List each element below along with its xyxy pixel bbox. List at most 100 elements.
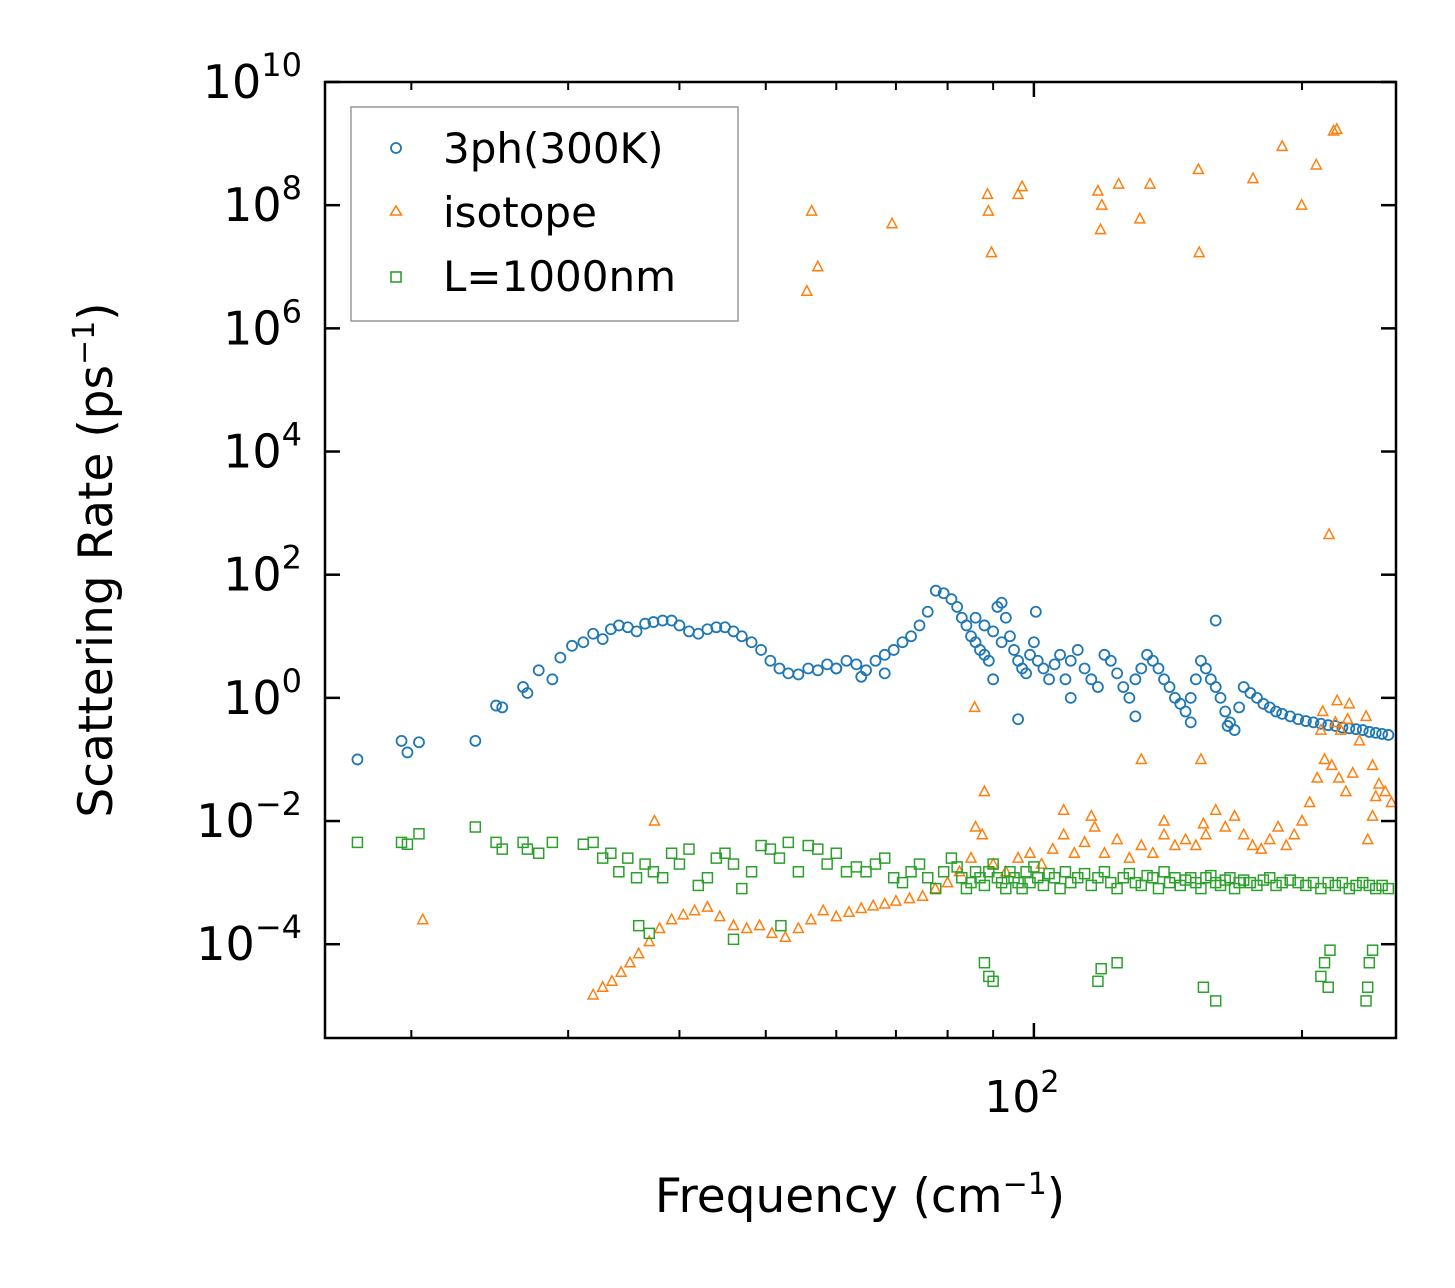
data-point [496,701,509,714]
data-point [878,667,891,680]
y-axis-title: Scattering Rate (ps−1) [67,302,124,817]
data-point [978,784,991,797]
data-point [639,858,651,870]
data-point [1168,838,1182,851]
data-point [1332,770,1346,783]
data-point [1004,866,1016,878]
data-point [840,654,853,667]
y-tick-label: 108 [223,169,302,232]
data-point [773,852,786,864]
data-point [855,901,868,914]
data-point [1363,957,1376,969]
data-point [1356,724,1369,736]
data-point [937,587,950,600]
data-point [613,866,625,878]
data-point [1123,867,1136,880]
data-point [995,636,1008,649]
data-point [1048,658,1061,671]
data-point [413,736,425,749]
data-point [656,614,669,627]
data-point [987,625,1000,638]
data-point [1295,813,1309,826]
data-point [1276,707,1289,720]
data-point [1310,770,1324,783]
data-point [586,987,600,1000]
data-point [554,651,567,664]
data-point [1158,673,1170,686]
data-point [1135,662,1148,675]
data-point [1078,835,1091,848]
data-point [1271,819,1285,832]
data-point [764,843,777,855]
data-point [713,909,727,922]
data-point [1146,846,1160,858]
data-point [727,858,740,870]
data-point [811,664,824,677]
plot-frame [323,80,1398,1040]
data-point [969,819,982,832]
data-point [1327,123,1340,136]
data-point [1059,673,1072,686]
data-point [1111,667,1124,680]
data-point [1255,842,1268,854]
data-point [1105,876,1117,889]
data-point [860,866,872,878]
legend-label-isotope: isotope [443,188,597,237]
data-point [653,921,666,934]
data-point [1011,187,1025,200]
data-point [878,852,891,864]
data-point [1152,662,1165,675]
data-point [982,654,995,667]
data-point [1157,813,1171,826]
data-point [987,858,999,870]
data-point [1322,876,1334,889]
data-point [1353,733,1366,746]
data-point [490,699,502,712]
data-point [736,882,748,895]
legend-label-l1000: L=1000nm [443,252,676,301]
data-point [1284,710,1297,723]
data-point [683,843,695,855]
legend-marker-l1000 [390,271,402,283]
data-point [401,746,414,759]
data-point [987,673,1000,686]
data-point [1209,803,1222,815]
legend-marker-3ph [390,142,402,154]
data-point [1339,784,1353,797]
data-point [1123,691,1136,704]
data-point [1275,139,1289,152]
data-point [1098,846,1111,858]
data-point [1359,709,1373,722]
data-point [1016,882,1028,895]
data-point [995,596,1008,609]
data-point [1314,717,1327,730]
legend: 3ph(300K) isotope L=1000nm [350,106,739,322]
data-point [830,909,843,922]
data-point [1369,726,1382,739]
series-2 [351,821,1395,1007]
data-point [755,644,767,656]
data-point [830,662,843,675]
data-point [648,813,661,826]
data-point [1095,962,1107,975]
data-point [1318,957,1331,969]
data-point [903,891,916,904]
data-point [921,605,934,618]
data-point [614,965,628,978]
data-point [1085,673,1098,686]
data-point [1189,673,1202,686]
data-point [1192,245,1206,258]
data-point [587,836,599,849]
data-point [878,648,891,661]
data-point [1011,851,1025,863]
data-point [1221,720,1234,732]
x-axis-title: Frequency (cm−1) [655,1167,1065,1224]
data-point [941,875,954,888]
data-point [1199,827,1213,840]
data-point [630,625,643,638]
data-point [1012,713,1025,726]
data-point [1129,710,1142,723]
data-point [1307,876,1320,889]
data-point [1129,876,1142,889]
data-point [1270,705,1282,718]
